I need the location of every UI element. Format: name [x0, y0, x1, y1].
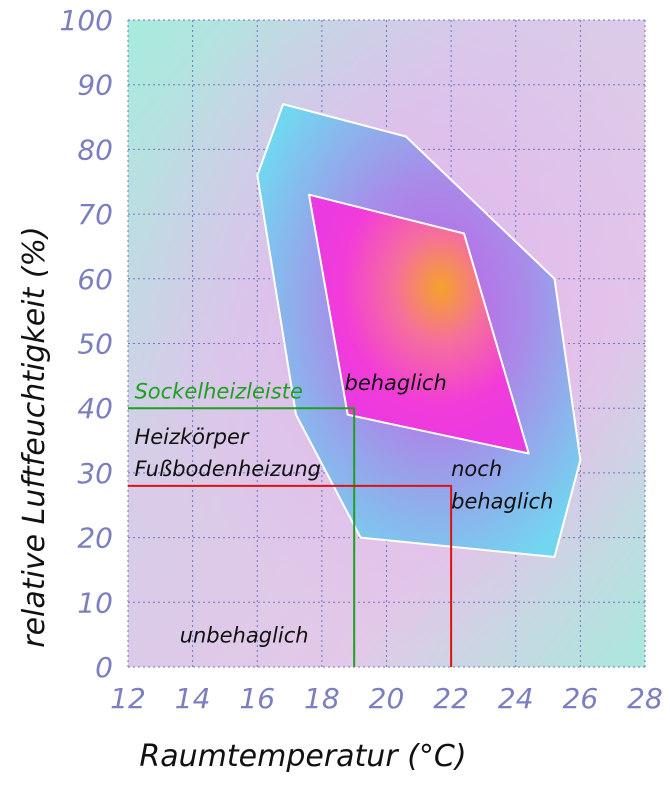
y-tick-label-60: 60	[77, 263, 113, 296]
x-axis-title: Raumtemperatur (°C)	[139, 739, 466, 774]
comfort-regions	[256, 103, 582, 558]
x-tick-labels: 12 14 16 18 20 22 24 26 28	[110, 682, 663, 715]
annotation-behaglich: behaglich	[344, 371, 446, 395]
reference-line-heizkoerper	[128, 484, 453, 667]
region-behaglich	[308, 193, 530, 455]
annotation-heizkoerper: Heizkörper	[134, 425, 249, 449]
x-tick-label-20: 20	[369, 682, 405, 715]
y-tick-label-10: 10	[77, 586, 113, 619]
annotation-noch: noch	[451, 457, 502, 481]
annotation-behaglich2: behaglich	[451, 489, 553, 513]
x-tick-label-14: 14	[175, 682, 211, 715]
reference-line-sockelheizleiste	[128, 407, 356, 667]
x-tick-label-12: 12	[110, 682, 146, 715]
y-tick-label-20: 20	[77, 522, 113, 555]
y-tick-label-40: 40	[77, 392, 113, 425]
x-tick-label-28: 28	[627, 682, 663, 715]
x-tick-label-18: 18	[304, 682, 340, 715]
y-tick-label-50: 50	[77, 328, 113, 361]
annotation-sockel: Sockelheizleiste	[134, 379, 302, 403]
y-tick-label-70: 70	[77, 198, 113, 231]
annotations: Sockelheizleiste Heizkörper Fußbodenheizun…	[134, 371, 553, 647]
y-tick-labels: 0 10 20 30 40 50 60 70 80 90 100	[60, 4, 113, 684]
y-tick-label-80: 80	[77, 133, 113, 166]
y-tick-label-100: 100	[60, 4, 113, 37]
y-tick-label-0: 0	[95, 651, 113, 684]
x-tick-label-22: 22	[433, 682, 469, 715]
y-axis-title: relative Luftfeuchtigkeit (%)	[17, 226, 52, 647]
annotation-unbehaglich: unbehaglich	[180, 623, 309, 647]
annotation-fussboden: Fußbodenheizung	[134, 457, 321, 481]
x-tick-label-24: 24	[498, 682, 534, 715]
y-tick-label-90: 90	[77, 69, 113, 102]
reference-lines	[128, 407, 453, 667]
x-tick-label-26: 26	[563, 682, 599, 715]
x-tick-label-16: 16	[239, 682, 275, 715]
y-tick-label-30: 30	[77, 457, 113, 490]
